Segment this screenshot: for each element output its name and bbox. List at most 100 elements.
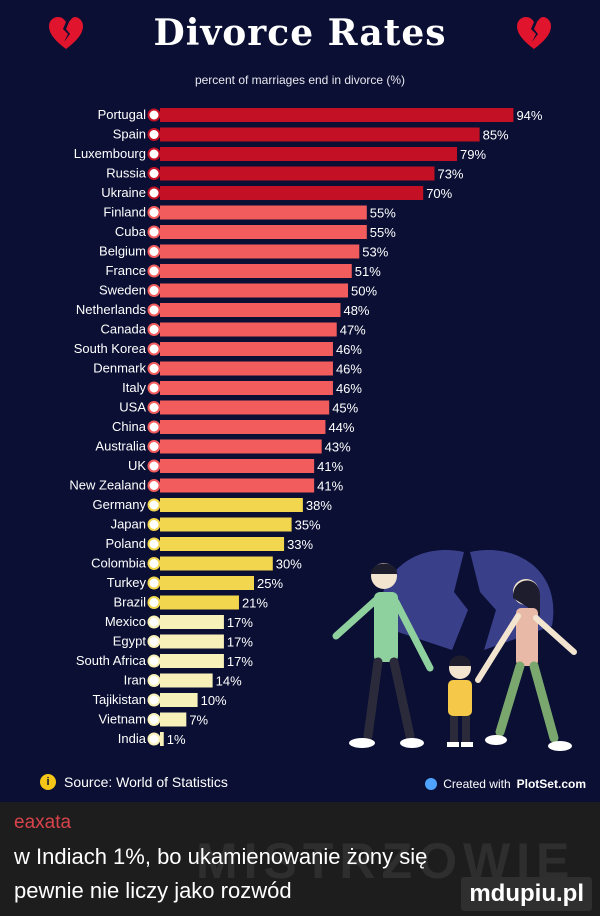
country-label: Australia: [95, 439, 146, 454]
site-badge[interactable]: mdupiu.pl: [461, 877, 592, 911]
country-label: Colombia: [91, 556, 147, 571]
value-label: 10%: [201, 693, 227, 708]
bar-chart: Portugal 94% Spain 85% Luxembourg 79% Russia 73…: [69, 107, 543, 747]
bar: [160, 654, 224, 668]
canada-flag-icon: [147, 323, 161, 336]
value-label: 41%: [317, 479, 343, 494]
infographic-poster: Divorce Rates percent of marriages end i…: [40, 12, 586, 791]
value-label: 21%: [242, 596, 268, 611]
chart-title: Divorce Rates: [153, 12, 447, 54]
value-label: 48%: [343, 303, 369, 318]
value-label: 45%: [332, 401, 358, 416]
india-flag-icon: [147, 732, 161, 746]
ukraine-flag-icon: [147, 186, 161, 200]
value-label: 25%: [257, 576, 283, 591]
country-label: Netherlands: [76, 302, 147, 317]
bar: [160, 537, 285, 551]
country-label: Belgium: [99, 244, 146, 259]
country-label: Turkey: [107, 575, 147, 590]
country-label: India: [118, 731, 147, 746]
value-label: 79%: [460, 147, 486, 162]
australia-flag-icon: [147, 440, 161, 453]
caption-line-2: pewnie nie liczy jako rozwód: [14, 878, 292, 903]
poland-flag-icon: [147, 537, 161, 551]
credit-prefix: Created with: [443, 777, 511, 791]
iran-flag-icon: [147, 674, 161, 687]
value-label: 47%: [340, 323, 366, 338]
plotset-logo-icon: [425, 778, 438, 790]
country-label: Vietnam: [99, 712, 146, 727]
bar: [160, 225, 367, 239]
value-label: 46%: [336, 381, 362, 396]
bar: [160, 712, 187, 727]
country-label: Spain: [113, 127, 146, 142]
belgium-flag-icon: [147, 245, 161, 258]
value-label: 44%: [328, 420, 354, 435]
value-label: 17%: [227, 654, 253, 669]
value-label: 53%: [362, 245, 388, 260]
bar: [160, 615, 224, 629]
country-label: USA: [119, 400, 146, 415]
country-label: Brazil: [113, 595, 146, 610]
bar: [160, 556, 273, 571]
bar: [160, 439, 322, 454]
bar: [160, 517, 292, 532]
meme-caption: MISTRZOWIE eaxata w Indiach 1%, bo ukami…: [0, 802, 600, 916]
country-label: Egypt: [113, 634, 147, 649]
info-icon: i: [40, 774, 56, 790]
value-label: 50%: [351, 284, 377, 299]
country-label: Ukraine: [101, 185, 146, 200]
country-label: UK: [128, 458, 146, 473]
value-label: 46%: [336, 362, 362, 377]
portugal-flag-icon: [147, 108, 161, 122]
brazil-flag-icon: [147, 596, 161, 609]
value-label: 43%: [325, 440, 351, 455]
bar: [160, 576, 254, 590]
value-label: 35%: [295, 518, 321, 533]
country-label: Portugal: [98, 107, 147, 122]
country-label: France: [106, 263, 146, 278]
broken-heart-icon: [49, 17, 83, 49]
country-label: New Zealand: [69, 478, 146, 493]
bar: [160, 634, 224, 649]
value-label: 14%: [216, 674, 242, 689]
credit-note[interactable]: Created with PlotSet.com: [425, 777, 586, 791]
value-label: 17%: [227, 635, 253, 650]
bar: [160, 459, 315, 473]
value-label: 33%: [287, 537, 313, 552]
source-text: Source: World of Statistics: [64, 774, 228, 790]
value-label: 73%: [437, 167, 463, 182]
country-label: Canada: [100, 322, 146, 337]
spain-flag-icon: [147, 128, 161, 141]
country-label: Russia: [106, 166, 147, 181]
new-zealand-flag-icon: [147, 479, 161, 492]
value-label: 55%: [370, 225, 396, 240]
bar: [160, 478, 315, 493]
japan-flag-icon: [147, 518, 161, 531]
country-label: Poland: [106, 536, 146, 551]
country-label: Italy: [122, 380, 146, 395]
value-label: 41%: [317, 459, 343, 474]
luxembourg-flag-icon: [147, 147, 161, 161]
credit-site[interactable]: PlotSet.com: [516, 777, 586, 791]
france-flag-icon: [147, 264, 161, 278]
bar: [160, 303, 341, 317]
country-label: China: [112, 419, 147, 434]
colombia-flag-icon: [147, 557, 161, 570]
cuba-flag-icon: [147, 225, 161, 239]
finland-flag-icon: [147, 206, 161, 219]
vietnam-flag-icon: [147, 713, 161, 726]
chart-subtitle: percent of marriages end in divorce (%): [194, 73, 406, 87]
bar: [160, 693, 198, 707]
sweden-flag-icon: [147, 284, 161, 297]
caption-line-1: w Indiach 1%, bo ukamienowanie żony się: [14, 844, 428, 869]
bar: [160, 342, 333, 356]
country-label: Germany: [93, 497, 147, 512]
caption-username[interactable]: eaxata: [14, 812, 72, 833]
country-label: Sweden: [99, 283, 146, 298]
bar: [160, 322, 337, 337]
tajikistan-flag-icon: [147, 693, 161, 707]
bar: [160, 283, 348, 298]
value-label: 46%: [336, 342, 362, 357]
bar: [160, 205, 367, 220]
